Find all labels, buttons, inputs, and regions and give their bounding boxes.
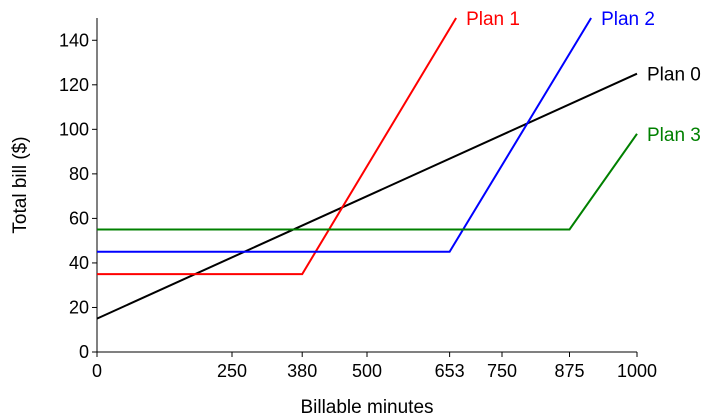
x-tick-label: 380 [287, 361, 317, 381]
series-layer [96, 17, 638, 320]
series-label-plan-0: Plan 0 [647, 65, 701, 86]
x-tick-label: 250 [217, 361, 247, 381]
series-line-plan-2 [97, 17, 592, 253]
y-axis-title: Total bill ($) [10, 136, 31, 233]
series-line-plan-3 [97, 133, 638, 231]
y-tick-label: 100 [59, 119, 89, 139]
y-tick-label: 20 [69, 297, 89, 317]
x-tick-label: 1000 [617, 361, 657, 381]
x-tick-label: 750 [487, 361, 517, 381]
series-line-plan-1 [97, 17, 457, 276]
x-tick-label: 875 [554, 361, 584, 381]
x-tick-label: 0 [92, 361, 102, 381]
x-tick-label: 500 [352, 361, 382, 381]
chart-axes: 0 20 40 60 80 100 120 140 0 250 380 500 653 750 875 100… [59, 18, 657, 381]
y-tick-label: 140 [59, 30, 89, 50]
series-labels: Plan 0 Plan 1 Plan 2 Plan 3 [466, 9, 701, 146]
y-tick-label: 0 [79, 342, 89, 362]
y-tick-label: 60 [69, 208, 89, 228]
x-tick-label: 653 [435, 361, 465, 381]
y-tick-label: 80 [69, 164, 89, 184]
series-line-plan-0 [96, 72, 638, 320]
series-label-plan-1: Plan 1 [466, 9, 520, 30]
y-tick-label: 40 [69, 253, 89, 273]
y-tick-label: 120 [59, 75, 89, 95]
series-label-plan-3: Plan 3 [647, 125, 701, 146]
x-axis-title: Billable minutes [300, 397, 433, 418]
series-label-plan-2: Plan 2 [601, 9, 655, 30]
